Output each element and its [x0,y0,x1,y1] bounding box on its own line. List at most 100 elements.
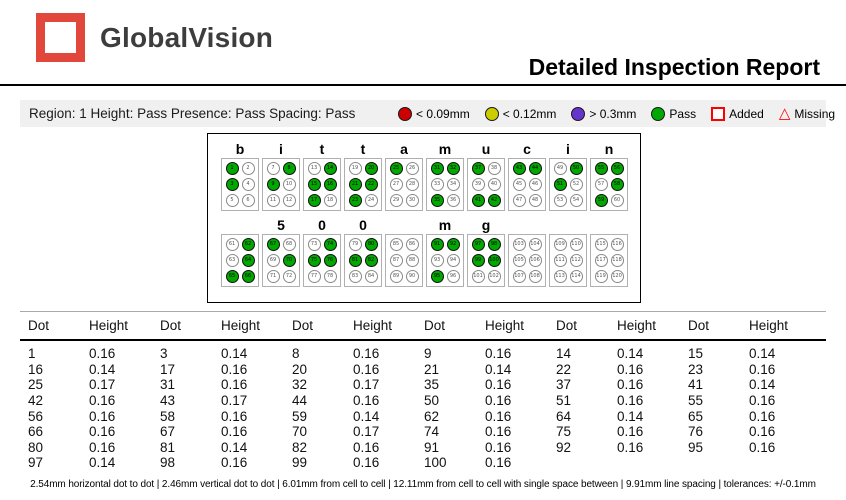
logo-text: GlobalVision [100,21,274,53]
dot-number-cell: 15 [688,346,704,362]
dot-number-cell: 62 [424,408,440,424]
braille-dot-empty: 45 [512,177,526,191]
braille-cell-letter: a [400,141,408,157]
legend-label: Added [729,106,764,121]
table-row: 25 0.17 31 0.16 32 0.17 35 0.16 37 0.16 41 0.14 [20,377,826,393]
table-row: 1 0.16 3 0.14 8 0.16 9 0.16 14 0.14 15 0.14 [20,346,826,362]
dot-number-cell: 20 [292,361,308,377]
braille-dot-pass: 55 [594,162,608,176]
missing-triangle-icon: △ [778,104,791,122]
braille-dot-empty: 40 [487,177,501,191]
braille-dot-empty: 46 [528,177,542,191]
braille-cell-group: g 97 98 99 100 101 102 [467,216,505,287]
dot-height-cell: 0.16 [749,408,776,424]
braille-dot-pass: 80 [364,238,378,252]
braille-cell: 7 8 9 10 11 12 [262,158,300,211]
dot-height-cell: 0.16 [749,424,776,440]
braille-dot-pass: 1 [225,162,239,176]
dot-number-cell: 98 [160,455,176,471]
legend-item: > 0.3mm [571,106,636,121]
dot-height-cell: 0.16 [617,424,644,440]
table-row: 56 0.16 58 0.16 59 0.14 62 0.16 64 0.14 65 0.16 [20,408,826,424]
braille-dot-empty: 61 [225,238,239,252]
dot-number-cell: 66 [28,424,44,440]
dot-height-cell: 0.16 [221,377,248,393]
braille-cell-group: t 13 14 15 16 17 18 [303,140,341,211]
table-header-cell: Height [749,318,789,333]
braille-dot-empty: 26 [405,162,419,176]
dot-height-cell: 0.14 [749,346,776,362]
dot-number-cell: 41 [688,377,704,393]
braille-cell: 43 44 45 46 47 48 [508,158,546,211]
braille-dot-pass: 35 [430,193,444,207]
dot-number-cell: 75 [556,424,572,440]
dot-height-cell: 0.16 [485,424,512,440]
dot-height-cell: 0.16 [221,361,248,377]
braille-dot-pass: 9 [266,177,280,191]
dot-height-cell: 0.16 [485,455,512,471]
braille-dot-empty: 71 [266,269,280,283]
dot-number-cell: 16 [28,361,44,377]
dot-number-cell: 25 [28,377,44,393]
legend-item: △ Missing [778,104,835,122]
dot-number-cell: 31 [160,377,176,393]
braille-cell-group: m 31 32 33 34 35 36 [426,140,464,211]
braille-dot-empty: 4 [241,177,255,191]
braille-cell-group: i 7 8 9 10 11 12 [262,140,300,211]
braille-dot-empty: 83 [348,269,362,283]
braille-dot-pass: 37 [471,162,485,176]
braille-dot-empty: 34 [446,177,460,191]
braille-dot-empty: 84 [364,269,378,283]
braille-cell-group: 103 104 105 106 107 108 [508,216,546,287]
dot-height-cell: 0.17 [89,377,116,393]
braille-dot-empty: 101 [471,269,485,283]
dot-number-cell: 99 [292,455,308,471]
dot-height-cell: 0.16 [353,393,380,409]
braille-cell-letter: 0 [318,217,326,233]
region-summary: Region: 1 Height: Pass Presence: Pass Sp… [29,106,356,121]
dot-height-cell: 0.16 [221,424,248,440]
dot-number-cell: 35 [424,377,440,393]
dot-height-cell: 0.16 [617,361,644,377]
braille-dot-empty: 108 [528,269,542,283]
dot-height-cell: 0.14 [221,439,248,455]
table-header-cell: Dot [292,318,314,333]
table-header-cell: Dot [28,318,50,333]
braille-cell-group: u 37 38 39 40 41 42 [467,140,505,211]
braille-dot-empty: 87 [389,253,403,267]
braille-dot-empty: 7 [266,162,280,176]
braille-cell: 97 98 99 100 101 102 [467,234,505,287]
braille-dot-empty: 107 [512,269,526,283]
braille-dot-pass: 58 [610,177,624,191]
dot-height-cell: 0.16 [353,346,380,362]
braille-dot-empty: 73 [307,238,321,252]
braille-dot-empty: 6 [241,193,255,207]
table-header-cell: Height [89,318,129,333]
dot-height-cell: 0.16 [485,346,512,362]
braille-dot-pass: 16 [323,177,337,191]
dot-height-cell: 0.14 [749,377,776,393]
braille-dot-pass: 32 [446,162,460,176]
dot-height-cell: 0.16 [353,361,380,377]
braille-cell-letter: n [604,141,614,157]
legend-label: < 0.12mm [502,106,557,121]
dot-height-cell: 0.16 [221,408,248,424]
dot-number-cell: 76 [688,424,704,440]
braille-cell: 115 116 117 118 119 120 [590,234,628,287]
braille-dot-empty: 29 [389,193,403,207]
braille-dot-empty: 106 [528,253,542,267]
braille-cell: 19 20 21 22 23 24 [344,158,382,211]
braille-dot-pass: 20 [364,162,378,176]
dot-height-cell: 0.14 [617,346,644,362]
braille-dot-empty: 85 [389,238,403,252]
table-row: 97 0.14 98 0.16 99 0.16 100 0.16 [20,455,826,471]
dot-number-cell: 58 [160,408,176,424]
dot-number-cell: 74 [424,424,440,440]
braille-dot-empty: 54 [569,193,583,207]
legend-item: Added [711,106,764,121]
braille-dot-empty: 36 [446,193,460,207]
table-header-cell: Dot [160,318,182,333]
dot-number-cell: 17 [160,361,176,377]
dot-number-cell: 8 [292,346,300,362]
legend-item: < 0.12mm [484,106,557,121]
